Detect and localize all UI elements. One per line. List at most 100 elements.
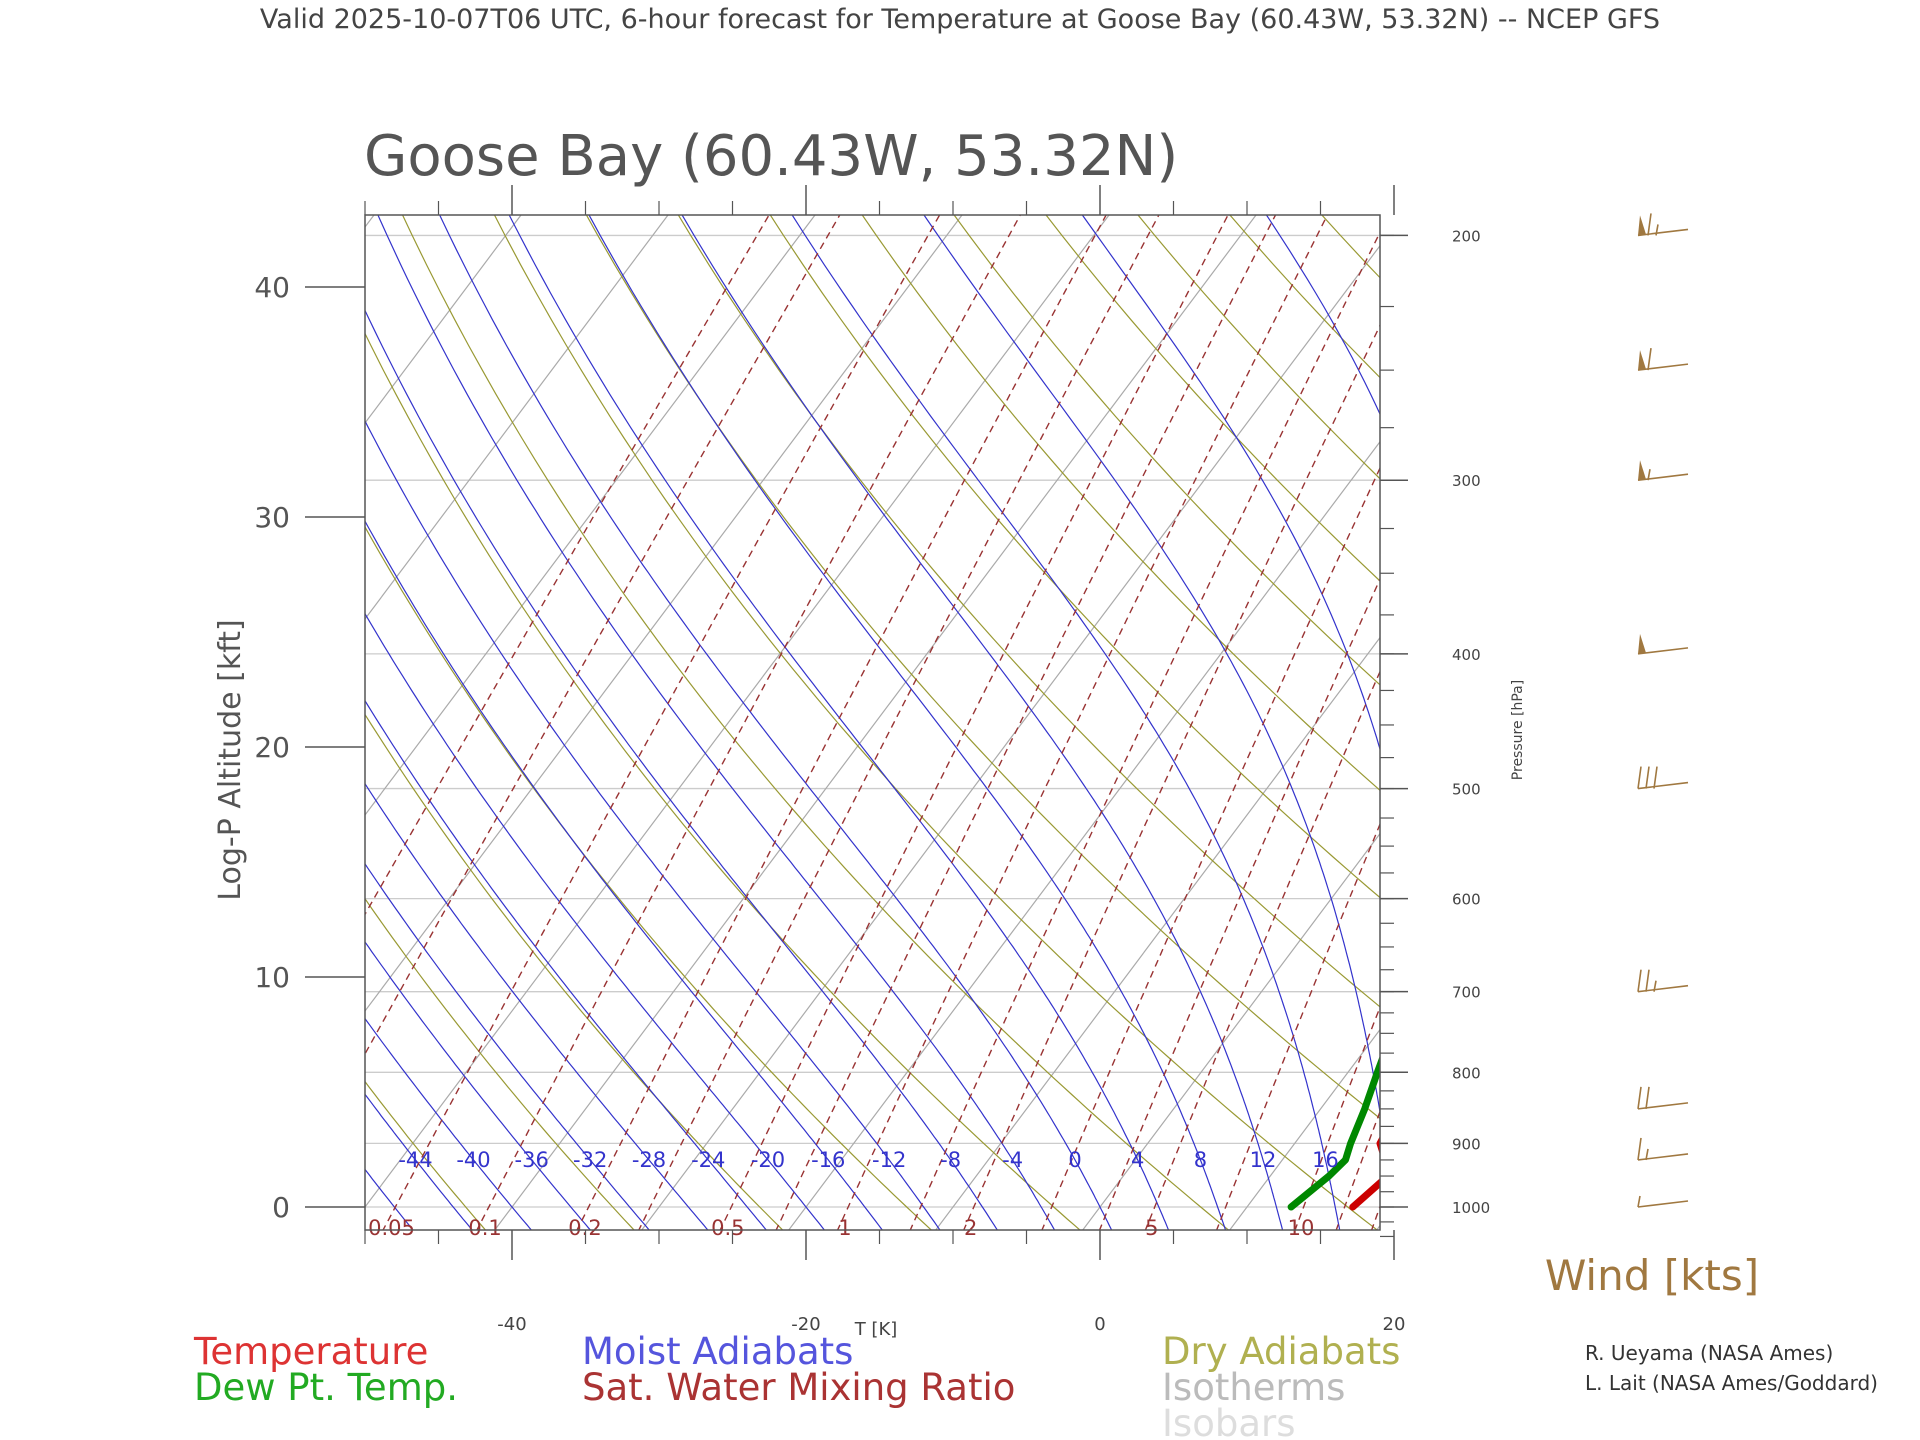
dry-adiabat-line [401, 215, 1230, 1230]
dry-adiabat-line [365, 332, 1081, 1230]
dry-adiabat-line [1137, 215, 1380, 480]
legend: Temperature Dew Pt. Temp. Moist Adiabats… [193, 1330, 1400, 1440]
wind-label: Wind [kts] [1545, 1251, 1759, 1300]
mixing-ratio-line [576, 215, 1107, 1230]
legend-temperature: Temperature [193, 1330, 428, 1373]
isotherm-line [641, 244, 1380, 1230]
isotherm-line [365, 215, 669, 621]
wind-barb [1637, 213, 1689, 237]
altitude-tick-label: 40 [254, 271, 290, 304]
mixing-ratio-line [1496, 137, 1909, 1242]
moist-adiabat-line [508, 215, 1170, 1230]
moist-adiabat-label: -16 [811, 1148, 845, 1172]
moist-adiabat-label: -20 [751, 1148, 785, 1172]
moist-adiabat-lines [365, 137, 1657, 1242]
mixing-ratio-line [836, 215, 1329, 1230]
pressure-tick-label: 1000 [1452, 1199, 1490, 1217]
moist-adiabat-label: 4 [1131, 1148, 1144, 1172]
moist-adiabat-line [365, 782, 709, 1230]
forecast-header: Valid 2025-10-07T06 UTC, 6-hour forecast… [260, 4, 1660, 35]
moist-adiabat-line [791, 215, 1341, 1230]
moist-adiabat-line [365, 699, 767, 1230]
dry-adiabat-line [677, 215, 1380, 1008]
pressure-tick-label: 400 [1452, 646, 1481, 664]
dry-adiabat-line [1343, 137, 1920, 1242]
wind-barbs [1637, 213, 1689, 1208]
profile-lines [1287, 1055, 1380, 1211]
mixing-ratio-line [1144, 670, 1380, 1230]
dry-adiabat-line [1520, 137, 1920, 1242]
altitude-tick-label: 10 [254, 961, 290, 994]
mixing-ratio-line [365, 215, 841, 1056]
moist-adiabat-label: -12 [872, 1148, 906, 1172]
mixing-ratio-line [1370, 1204, 1380, 1230]
dry-adiabat-line [365, 525, 933, 1230]
dry-adiabat-line [1697, 137, 1920, 1242]
moist-adiabat-line [365, 862, 650, 1230]
moist-adiabat-line [1611, 137, 1657, 1242]
dry-adiabat-line [769, 215, 1380, 899]
dry-adiabat-line [1608, 137, 1920, 1242]
x-tick-label: 0 [1094, 1314, 1105, 1335]
altitude-tick-label: 30 [254, 501, 290, 534]
dry-adiabat-line [0, 137, 48, 1242]
isotherm-line [365, 215, 1110, 1209]
pressure-tick-label: 200 [1452, 227, 1481, 245]
mixing-ratio-lines [365, 137, 1920, 1242]
moist-adiabat-line [1081, 215, 1380, 751]
mixing-ratio-line [638, 215, 1160, 1230]
moist-adiabat-line [365, 612, 826, 1230]
moist-adiabat-line [365, 309, 999, 1230]
moist-adiabat-line [365, 1093, 473, 1230]
mixing-ratio-line [1215, 822, 1380, 1230]
dry-adiabat-line [1874, 137, 1920, 1242]
mixing-ratio-label: 5 [1145, 1216, 1158, 1240]
wind-barb [1637, 1195, 1689, 1208]
moist-adiabat-line [365, 419, 941, 1230]
x-tick-label: -40 [497, 1314, 526, 1335]
wind-barb [1637, 969, 1689, 993]
moist-adiabat-line [365, 940, 592, 1230]
altitude-tick-label: 20 [254, 731, 290, 764]
dry-adiabat-line [1321, 215, 1380, 279]
dry-adiabat-line [1431, 137, 1920, 1242]
isotherm-line [1229, 1028, 1380, 1230]
pressure-tick-label: 800 [1452, 1064, 1481, 1082]
isotherm-line [0, 137, 138, 1242]
mixing-ratio-label: 0.5 [711, 1216, 744, 1240]
dry-adiabat-line [0, 137, 347, 1242]
pressure-tick-label: 500 [1452, 781, 1481, 799]
moist-adiabat-label: -44 [398, 1148, 432, 1172]
isobar-lines [365, 234, 1380, 1208]
isotherm-line [365, 215, 963, 1013]
credit-lait: L. Lait (NASA Ames/Goddard) [1585, 1371, 1878, 1395]
moist-adiabat-line [1420, 137, 1574, 1242]
dry-adiabat-line [493, 215, 1379, 1230]
wind-barb [1637, 460, 1689, 481]
thermo-grid [0, 137, 1920, 1242]
mixing-ratio-line [1335, 1109, 1380, 1230]
x-axis-label: T [K] [854, 1319, 898, 1340]
mixing-ratio-line [1041, 466, 1380, 1230]
moist-adiabat-label: 8 [1194, 1148, 1207, 1172]
temperature-line [1349, 1135, 1380, 1211]
dewpoint-line [1287, 1055, 1380, 1211]
pressure-tick-label: 900 [1452, 1135, 1481, 1153]
dry-adiabat-line [365, 897, 635, 1230]
dry-adiabat-line [365, 713, 784, 1230]
dry-adiabat-line [861, 215, 1380, 792]
mixing-ratio-line [1566, 137, 1920, 1242]
moist-adiabat-line [365, 519, 884, 1230]
legend-isotherms: Isotherms [1162, 1366, 1345, 1409]
isotherm-line [1376, 1224, 1380, 1230]
mixing-ratio-labels: 0.05 0.1 0.2 0.5 1 2 5 10 [368, 1216, 1314, 1240]
wind-barb [1637, 766, 1689, 790]
mixing-ratio-label: 10 [1288, 1216, 1315, 1240]
moist-adiabat-label: -32 [573, 1148, 607, 1172]
moist-adiabat-label: -40 [456, 1148, 490, 1172]
dry-adiabat-line [365, 1080, 487, 1230]
mixing-ratio-line [1294, 1005, 1380, 1230]
legend-dewpoint: Dew Pt. Temp. [194, 1366, 458, 1409]
dry-adiabat-line [1786, 137, 1920, 1242]
